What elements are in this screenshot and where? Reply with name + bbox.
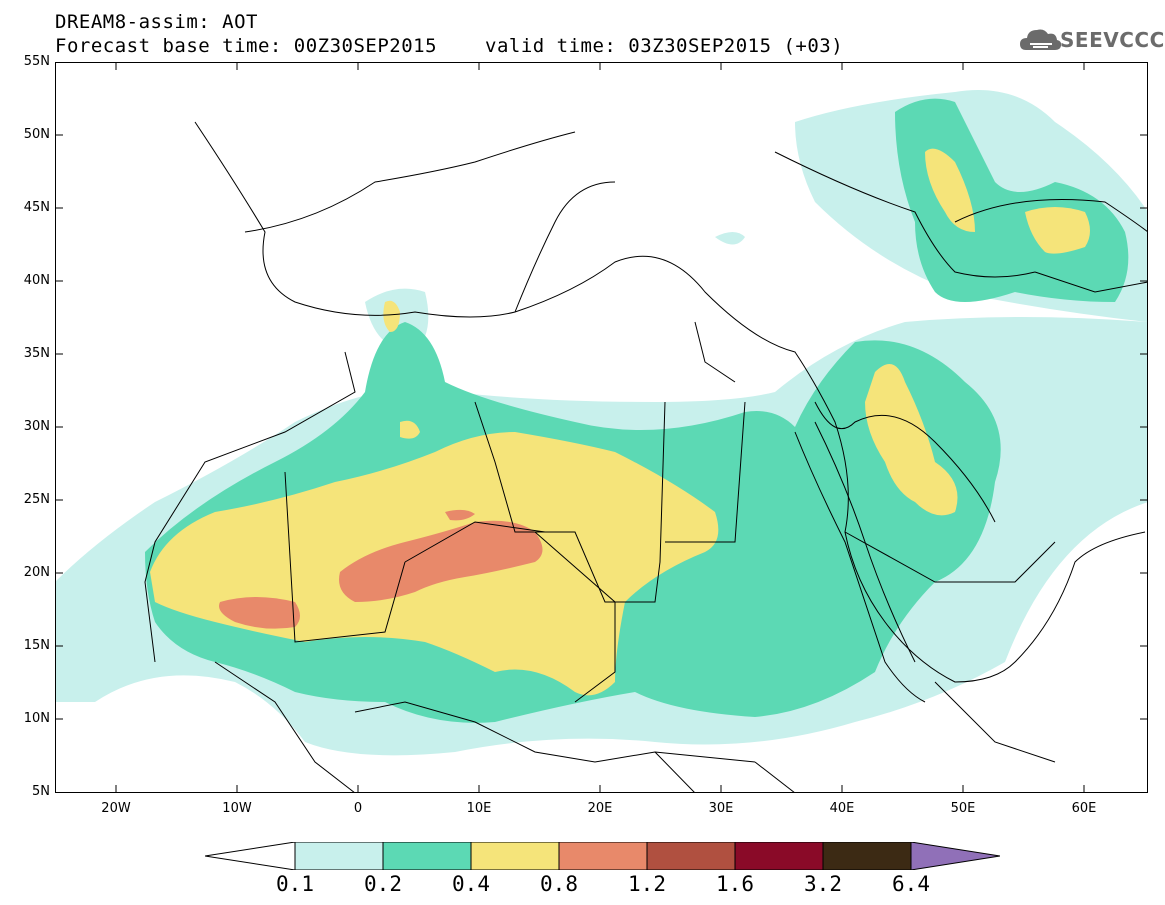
colorbar-label: 1.2 — [628, 872, 666, 896]
red-sea-coast — [794, 421, 926, 703]
lat-label: 25N — [23, 492, 50, 507]
colorbar-segment — [822, 842, 912, 870]
colorbar-label: 0.2 — [364, 872, 402, 896]
lat-label: 35N — [23, 346, 50, 361]
lon-label: 10W — [222, 801, 252, 816]
lon-label: 10E — [466, 801, 492, 816]
map-title: DREAM8-assim: AOT — [55, 11, 258, 33]
lon-label: 50E — [950, 801, 976, 816]
colorbar-arrow-right — [910, 842, 1000, 870]
aot-map — [55, 62, 1148, 793]
lon-label: 60E — [1071, 801, 1097, 816]
lon-label: 20W — [101, 801, 131, 816]
colorbar-label: 3.2 — [804, 872, 842, 896]
colorbar-label: 0.8 — [540, 872, 578, 896]
lat-label: 30N — [23, 419, 50, 434]
colorbar-label: 0.1 — [276, 872, 314, 896]
cloud-icon — [1020, 29, 1062, 50]
colorbar-segment — [558, 842, 648, 870]
colorbar-segment — [734, 842, 824, 870]
colorbar-arrow-left — [205, 842, 296, 870]
colorbar — [205, 842, 1000, 870]
lat-label: 40N — [23, 273, 50, 288]
aot-contour-0.8 — [219, 509, 543, 629]
forecast-base-time: Forecast base time: 00Z30SEP2015 — [55, 35, 438, 57]
lon-label: 30E — [708, 801, 734, 816]
colorbar-segment — [646, 842, 736, 870]
lat-label: 55N — [23, 54, 50, 69]
valid-time: valid time: 03Z30SEP2015 (+03) — [485, 35, 844, 57]
colorbar-label: 0.4 — [452, 872, 490, 896]
lat-label: 45N — [23, 200, 50, 215]
lat-label: 15N — [23, 638, 50, 653]
logo-text: SEEVCCC — [1060, 28, 1165, 52]
axis-ticks — [55, 62, 1148, 793]
colorbar-label: 6.4 — [892, 872, 930, 896]
lat-label: 10N — [23, 711, 50, 726]
lat-label: 20N — [23, 565, 50, 580]
map-borders — [144, 121, 1148, 793]
lon-label: 20E — [587, 801, 613, 816]
colorbar-segment — [382, 842, 472, 870]
lat-label: 50N — [23, 127, 50, 142]
colorbar-label: 1.6 — [716, 872, 754, 896]
lon-label: 0 — [353, 801, 363, 816]
colorbar-segment — [294, 842, 384, 870]
colorbar-segment — [470, 842, 560, 870]
lat-label: 5N — [32, 784, 50, 799]
lon-label: 40E — [829, 801, 855, 816]
